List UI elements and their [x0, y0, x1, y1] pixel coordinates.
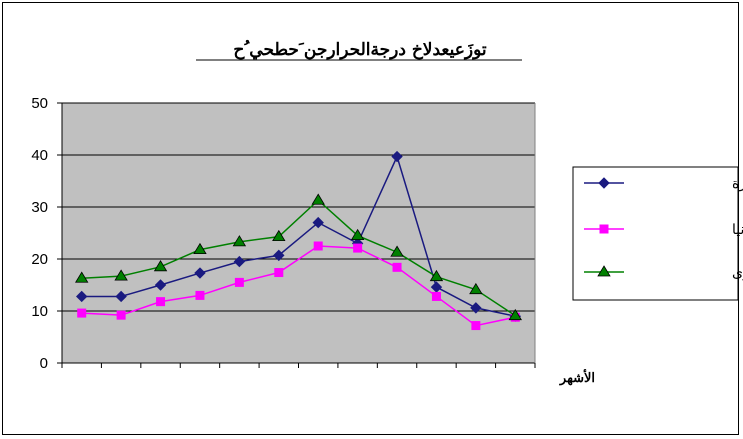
data-point — [429, 269, 444, 282]
legend-label: الحرارة الدنيا — [732, 222, 743, 238]
data-point — [470, 302, 482, 314]
y-tick-label: 50 — [31, 95, 48, 112]
data-point — [75, 271, 89, 283]
data-point — [508, 308, 522, 321]
data-point — [232, 235, 247, 247]
y-tick-label: 0 — [40, 355, 48, 372]
legend-marker — [597, 265, 611, 277]
data-point — [234, 277, 244, 287]
data-point — [154, 279, 167, 291]
data-point — [114, 269, 128, 281]
x-axis-ticks — [61, 363, 536, 368]
chart-title: توزَعيعدلاخ درجةالحرارجن َحطحي ُح — [233, 39, 487, 60]
data-point — [115, 290, 127, 303]
plot-area — [62, 103, 535, 363]
legend-box — [572, 166, 739, 301]
data-point — [390, 245, 404, 257]
data-point — [273, 249, 285, 262]
series-3 — [75, 193, 522, 321]
legend-label: معدل درجات الحرارة — [732, 176, 743, 192]
data-point — [350, 228, 365, 241]
y-tick-label: 10 — [31, 303, 48, 320]
legend-marker — [598, 177, 610, 189]
data-point — [77, 308, 87, 318]
series-1 — [76, 150, 521, 322]
data-point — [272, 229, 286, 242]
legend-label: الحرارة القصوى — [732, 265, 743, 281]
data-point — [116, 310, 126, 320]
plot-background — [62, 103, 535, 363]
legend-item: الحرارة الدنيا — [584, 222, 743, 238]
data-point — [471, 321, 481, 331]
data-point — [312, 216, 324, 229]
data-point — [233, 255, 246, 268]
data-point — [195, 290, 205, 300]
legend-item: الحرارة القصوى — [584, 265, 743, 281]
data-point — [76, 290, 88, 303]
y-tick-label: 20 — [31, 251, 48, 268]
data-point — [392, 262, 402, 272]
data-point — [313, 241, 323, 251]
x-axis-label: الأشهر — [559, 369, 595, 386]
legend-marker — [599, 224, 609, 234]
series-line — [81, 199, 516, 317]
data-point — [431, 291, 441, 301]
y-tick-label: 40 — [31, 147, 48, 164]
data-point — [153, 260, 168, 272]
legend: معدل درجات الحرارة الحرارة الدنيا الحرارة … — [572, 166, 743, 301]
series-line — [81, 245, 516, 327]
series-line — [81, 154, 516, 317]
data-point — [469, 282, 483, 295]
data-point — [193, 242, 207, 255]
series-group — [75, 150, 522, 331]
data-point — [391, 150, 403, 163]
data-point — [156, 297, 166, 307]
data-point — [194, 267, 206, 279]
data-point — [274, 268, 284, 278]
legend-item: معدل درجات الحرارة — [584, 176, 743, 192]
data-point — [311, 193, 325, 205]
data-point — [353, 243, 363, 253]
y-tick-label: 30 — [31, 199, 48, 216]
y-axis-ticks: 0 10 20 30 40 50 — [31, 95, 62, 372]
